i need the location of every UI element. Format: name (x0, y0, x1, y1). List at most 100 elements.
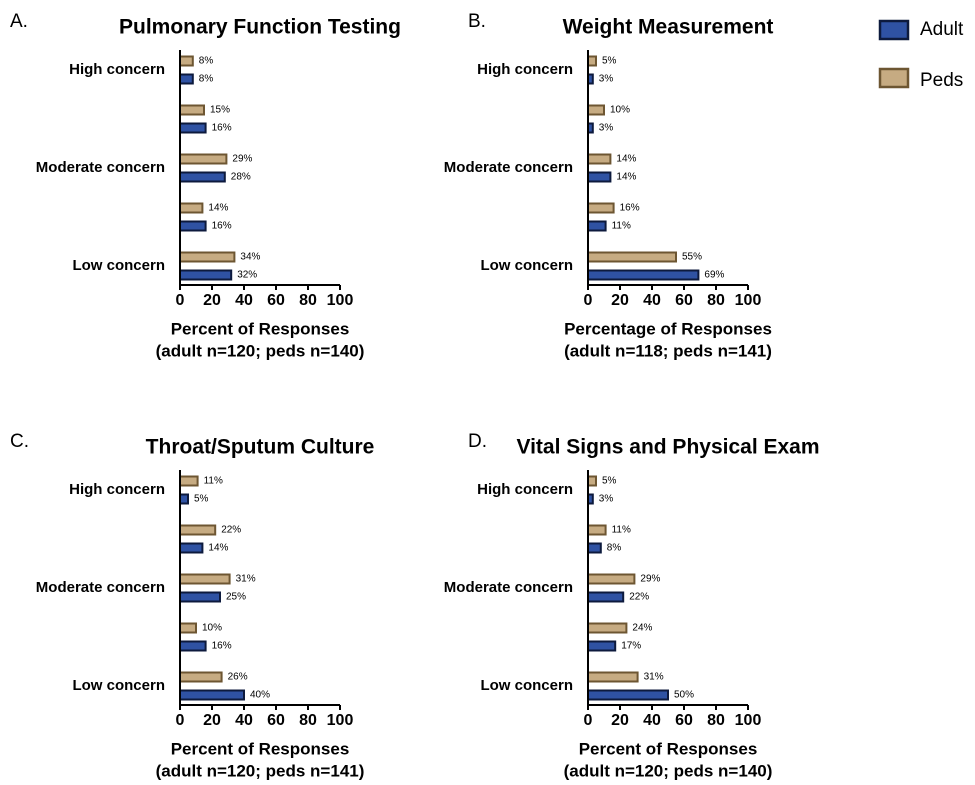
x-tick-label: 80 (299, 292, 317, 309)
y-tick-label: Moderate concern (36, 159, 165, 176)
value-label: 26% (228, 672, 248, 683)
bar (587, 251, 677, 263)
panel-label: A. (10, 11, 28, 32)
value-label: 3% (599, 494, 614, 505)
x-tick-label: 80 (299, 712, 317, 729)
x-axis-label: (adult n=120; peds n=141) (156, 761, 365, 780)
bar (587, 671, 639, 683)
x-axis-label: Percentage of Responses (564, 319, 772, 338)
x-tick-label: 0 (584, 712, 593, 729)
value-label: 29% (232, 154, 252, 165)
bar (179, 622, 197, 634)
bar (179, 251, 236, 263)
y-tick-label: Low concern (480, 677, 573, 694)
x-tick-label: 60 (675, 712, 693, 729)
bar (587, 591, 625, 603)
bar (179, 122, 207, 134)
x-tick-label: 20 (611, 292, 629, 309)
x-tick-label: 60 (675, 292, 693, 309)
y-tick-label: High concern (69, 61, 165, 78)
bar (179, 55, 194, 67)
y-tick-label: Moderate concern (444, 159, 573, 176)
x-tick-label: 60 (267, 292, 285, 309)
x-tick-label: 80 (707, 712, 725, 729)
bar (587, 202, 615, 214)
value-label: 5% (602, 476, 617, 487)
value-label: 14% (616, 154, 636, 165)
x-axis-label: (adult n=120; peds n=140) (564, 761, 773, 780)
value-label: 8% (199, 74, 214, 85)
value-label: 50% (674, 690, 694, 701)
x-tick-label: 100 (327, 292, 354, 309)
legend-label: Adult (920, 19, 964, 40)
value-label: 8% (607, 543, 622, 554)
value-label: 16% (620, 203, 640, 214)
y-tick-label: Low concern (72, 257, 165, 274)
value-label: 3% (599, 123, 614, 134)
bar (179, 573, 231, 585)
x-tick-label: 0 (584, 292, 593, 309)
x-tick-label: 40 (235, 712, 253, 729)
bar (179, 269, 233, 281)
bar (179, 493, 189, 505)
y-tick-label: High concern (477, 61, 573, 78)
y-tick-label: Moderate concern (444, 579, 573, 596)
x-tick-label: 0 (176, 292, 185, 309)
value-label: 32% (237, 270, 257, 281)
bar (179, 475, 199, 487)
value-label: 22% (629, 592, 649, 603)
x-tick-label: 100 (735, 292, 762, 309)
value-label: 16% (212, 123, 232, 134)
y-tick-label: Low concern (72, 677, 165, 694)
bar (587, 171, 612, 183)
bar (587, 220, 607, 232)
value-label: 14% (208, 203, 228, 214)
bar (587, 475, 597, 487)
x-tick-label: 40 (643, 292, 661, 309)
chart-title: Vital Signs and Physical Exam (516, 436, 819, 459)
x-tick-label: 20 (203, 712, 221, 729)
value-label: 17% (621, 641, 641, 652)
x-tick-label: 100 (327, 712, 354, 729)
x-tick-label: 40 (643, 712, 661, 729)
bar (179, 220, 207, 232)
x-tick-label: 80 (707, 292, 725, 309)
value-label: 3% (599, 74, 614, 85)
bar (587, 153, 612, 165)
value-label: 14% (208, 543, 228, 554)
bar (587, 55, 597, 67)
chart-title: Throat/Sputum Culture (146, 436, 375, 459)
bar (587, 542, 602, 554)
x-tick-label: 60 (267, 712, 285, 729)
value-label: 14% (616, 172, 636, 183)
panel-label: C. (10, 431, 29, 452)
value-label: 55% (682, 252, 702, 263)
x-axis-label: Percent of Responses (171, 319, 350, 338)
value-label: 31% (236, 574, 256, 585)
bar (179, 542, 204, 554)
x-tick-label: 20 (611, 712, 629, 729)
bar (179, 524, 217, 536)
value-label: 16% (212, 641, 232, 652)
legend-swatch (878, 67, 910, 89)
bar (179, 640, 207, 652)
legend-swatch (878, 19, 910, 41)
x-tick-label: 0 (176, 712, 185, 729)
value-label: 11% (612, 525, 631, 536)
value-label: 25% (226, 592, 246, 603)
bar (179, 73, 194, 85)
value-label: 11% (204, 476, 223, 487)
value-label: 15% (210, 105, 230, 116)
value-label: 8% (199, 56, 214, 67)
bar (179, 591, 221, 603)
y-tick-label: Moderate concern (36, 579, 165, 596)
panel-label: D. (468, 431, 487, 452)
x-tick-label: 20 (203, 292, 221, 309)
bar (179, 171, 226, 183)
value-label: 10% (610, 105, 630, 116)
x-axis-label: Percent of Responses (171, 739, 350, 758)
value-label: 40% (250, 690, 270, 701)
chart-title: Pulmonary Function Testing (119, 16, 401, 39)
x-tick-label: 40 (235, 292, 253, 309)
bar (587, 573, 636, 585)
